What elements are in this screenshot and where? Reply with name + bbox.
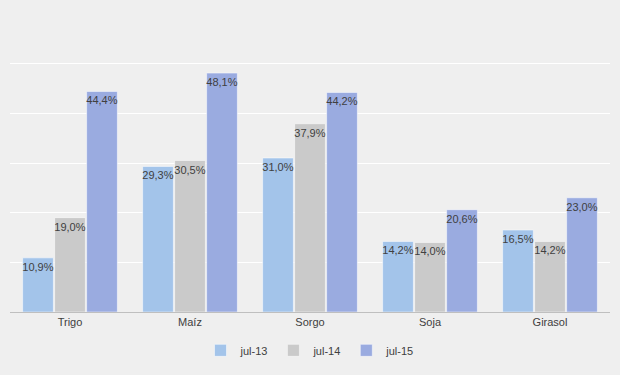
svg-text:44,2%: 44,2% [326,95,357,107]
svg-text:jul-14: jul-14 [312,345,340,357]
svg-text:23,0%: 23,0% [566,201,597,213]
svg-text:20,6%: 20,6% [446,213,477,225]
svg-text:10,9%: 10,9% [22,261,53,273]
svg-text:37,9%: 37,9% [294,127,325,139]
svg-text:Sorgo: Sorgo [295,316,324,328]
svg-text:16,5%: 16,5% [502,233,533,245]
svg-text:Maíz: Maíz [178,316,202,328]
svg-text:Trigo: Trigo [58,316,83,328]
svg-text:jul-13: jul-13 [240,345,268,357]
svg-text:Girasol: Girasol [533,316,568,328]
svg-text:14,0%: 14,0% [414,245,445,257]
svg-text:19,0%: 19,0% [54,221,85,233]
svg-text:jul-15: jul-15 [385,345,413,357]
svg-text:29,3%: 29,3% [142,169,173,181]
svg-text:14,2%: 14,2% [534,244,565,256]
svg-text:48,1%: 48,1% [206,76,237,88]
svg-text:14,2%: 14,2% [382,244,413,256]
svg-text:30,5%: 30,5% [174,164,205,176]
svg-text:Soja: Soja [419,316,442,328]
svg-text:31,0%: 31,0% [262,161,293,173]
svg-text:44,4%: 44,4% [86,94,117,106]
